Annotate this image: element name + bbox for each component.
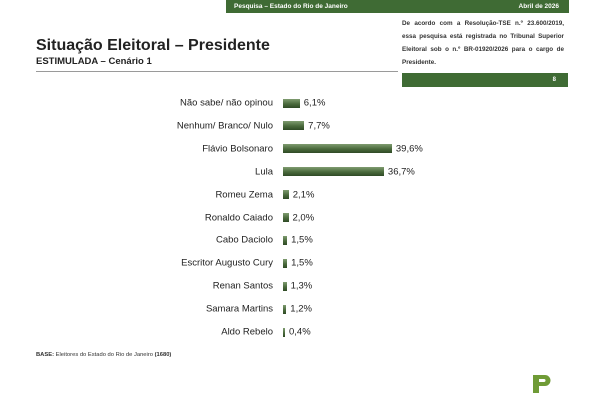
bar [283,121,305,131]
bar [283,98,300,108]
bar-value-label: 7,7% [308,120,330,132]
category-label: Nenhum/ Branco/ Nulo [176,120,273,132]
category-label: Samara Martins [205,303,273,315]
footnote-count: (1680) [154,352,172,358]
bar [283,327,285,337]
bar [283,213,289,222]
bar [283,258,288,268]
page-number-box: 8 [402,73,568,87]
category-label: Escritor Augusto Cury [181,257,273,269]
header-bar: Pesquisa – Estado do Rio de Janeiro Abri… [226,0,569,13]
category-label: Lula [255,166,273,178]
category-label: Flávio Bolsonaro [202,143,273,155]
page-number: 8 [552,77,556,83]
category-label: Não sabe/ não opinou [180,97,273,109]
bar [283,190,289,200]
bar-value-label: 39,6% [395,143,423,155]
bar-value-label: 0,4% [289,326,311,338]
category-label: Cabo Daciolo [215,234,273,246]
bar-value-label: 2,0% [292,212,315,223]
page-subtitle: ESTIMULADA – Cenário 1 [36,56,152,67]
footnote-text: Eleitores do Estado do Rio de Janeiro [54,352,155,358]
bar-value-label: 1,2% [290,303,312,315]
page-title: Situação Eleitoral – Presidente [36,37,270,54]
footnote-label: BASE: [36,352,55,358]
bar-value-label: 36,7% [387,166,415,178]
bar-value-label: 1,5% [291,234,313,246]
bar-value-label: 6,1% [303,97,326,109]
category-label: Aldo Rebelo [221,326,273,338]
bar-value-label: 2,1% [292,189,315,201]
footnote: BASE: Eleitores do Estado do Rio de Jane… [36,352,171,358]
bar [283,281,287,291]
registration-notice: De acordo com a Resolução-TSE n.º 23.600… [402,20,564,66]
p-logo-icon [533,375,551,393]
survey-label: Pesquisa – Estado do Rio de Janeiro [234,3,348,10]
bar [283,304,287,314]
category-label: Renan Santos [212,280,273,292]
category-label: Romeu Zema [215,189,273,201]
bar [283,167,384,177]
survey-date: Abril de 2026 [518,3,559,10]
category-label: Ronaldo Caiado [204,212,273,223]
title-divider [36,71,398,72]
bar-value-label: 1,5% [291,257,313,269]
bar [283,144,392,154]
bar-value-label: 1,3% [290,280,313,292]
bar [283,235,288,245]
